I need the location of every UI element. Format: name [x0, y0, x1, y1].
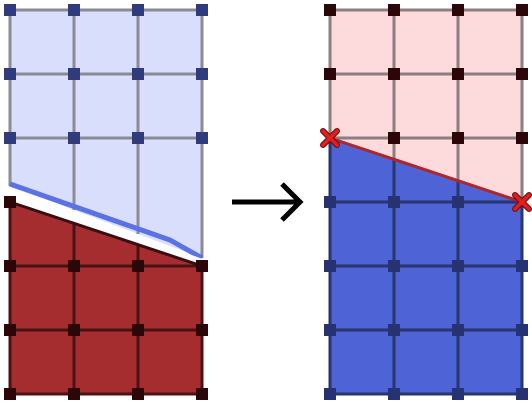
cross-marker-stroke	[321, 129, 339, 147]
before-lower-nodes	[4, 196, 208, 400]
after-upper-node	[452, 132, 464, 144]
after-lower-node	[324, 324, 336, 336]
before-lower-node	[68, 260, 80, 272]
before-upper-node	[132, 68, 144, 80]
after-panel	[320, 4, 532, 400]
before-lower-node	[4, 260, 16, 272]
after-upper-node	[324, 68, 336, 80]
arrow-head	[280, 182, 304, 222]
intersection-markers	[320, 128, 532, 212]
before-dark-edge-line	[9, 200, 203, 268]
after-lower-node	[452, 388, 464, 400]
after-lower-node	[516, 388, 528, 400]
after-lower-node	[388, 324, 400, 336]
after-upper-node	[452, 4, 464, 16]
after-upper-node	[516, 4, 528, 16]
before-upper-node	[132, 132, 144, 144]
after-upper-node	[388, 4, 400, 16]
before-upper-grid-lines	[8, 8, 204, 258]
after-upper-grid-lines	[328, 8, 524, 202]
before-lower-node	[4, 196, 16, 208]
before-upper-node	[196, 132, 208, 144]
before-upper-node	[68, 68, 80, 80]
after-lower-nodes	[324, 196, 528, 400]
after-lower-node	[324, 388, 336, 400]
after-lower-node	[516, 324, 528, 336]
before-lower-node	[196, 388, 208, 400]
before-upper-node	[4, 4, 16, 16]
after-lower-node	[516, 260, 528, 272]
after-lower-node	[388, 260, 400, 272]
before-lower-node	[132, 388, 144, 400]
after-lower-node	[324, 196, 336, 208]
before-panel	[4, 4, 208, 400]
before-lower-node	[132, 260, 144, 272]
after-upper-node	[516, 132, 528, 144]
before-blue-edge-line	[9, 181, 204, 261]
before-lower-node	[68, 324, 80, 336]
before-boundary	[9, 181, 204, 268]
before-upper-node	[68, 132, 80, 144]
before-white-gap-line	[14, 191, 204, 265]
before-lower-node	[196, 324, 208, 336]
before-upper-region	[8, 8, 204, 258]
before-lower-node	[4, 388, 16, 400]
before-upper-node	[132, 4, 144, 16]
before-upper-node	[4, 68, 16, 80]
after-upper-node	[324, 4, 336, 16]
before-upper-node	[68, 4, 80, 16]
after-lower-node	[452, 260, 464, 272]
before-lower-node	[68, 388, 80, 400]
before-upper-fill	[10, 10, 202, 258]
after-lower-node	[388, 388, 400, 400]
after-lower-node	[324, 260, 336, 272]
before-upper-node	[196, 4, 208, 16]
cross-marker-icon	[320, 128, 340, 148]
before-upper-node	[196, 68, 208, 80]
transition-arrow	[232, 182, 304, 222]
after-upper-nodes	[324, 4, 528, 144]
before-lower-node	[196, 260, 208, 272]
after-boundary-line	[329, 136, 523, 204]
cross-marker-stroke	[513, 193, 531, 211]
before-lower-node	[4, 324, 16, 336]
before-upper-nodes	[4, 4, 208, 144]
after-upper-node	[388, 68, 400, 80]
after-upper-node	[516, 68, 528, 80]
after-lower-node	[388, 196, 400, 208]
after-upper-node	[452, 68, 464, 80]
after-lower-node	[452, 196, 464, 208]
after-upper-node	[388, 132, 400, 144]
before-lower-node	[132, 324, 144, 336]
before-upper-node	[4, 132, 16, 144]
after-lower-node	[452, 324, 464, 336]
cross-marker-icon	[512, 192, 532, 212]
